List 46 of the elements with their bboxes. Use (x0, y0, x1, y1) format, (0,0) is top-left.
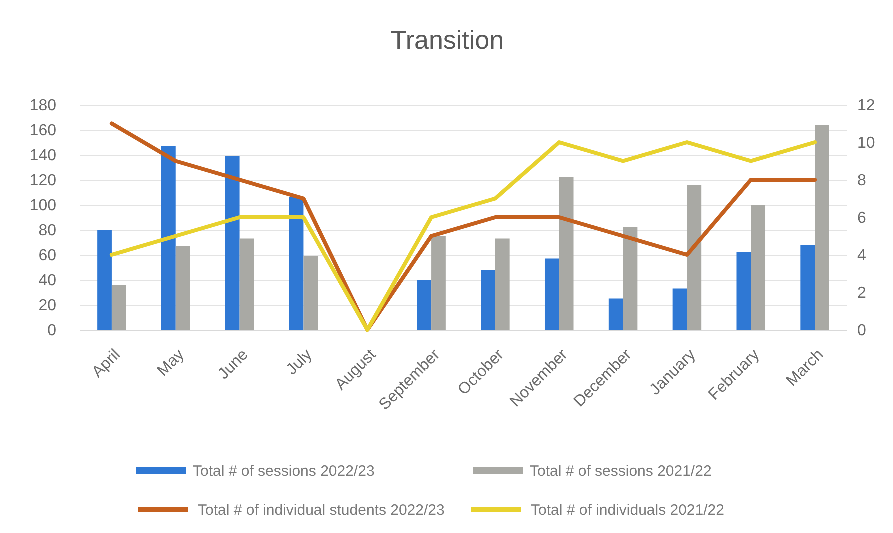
bar (161, 146, 176, 330)
chart-title: Transition (390, 25, 504, 55)
y-tick-label: 0 (48, 322, 57, 340)
y-tick-label: 80 (38, 222, 57, 240)
bar (751, 205, 766, 330)
legend-label: Total # of sessions 2021/22 (530, 463, 712, 480)
y-tick-label: 100 (30, 198, 57, 214)
legend-label: Total # of sessions 2022/23 (193, 463, 375, 480)
bar (176, 246, 190, 330)
bar (112, 285, 126, 330)
bar (432, 236, 446, 330)
legend-label: Total # of individuals 2021/22 (531, 502, 724, 519)
y-tick-label: 180 (30, 98, 57, 114)
bar (608, 298, 624, 330)
y-tick-label: 120 (30, 172, 57, 190)
bar (225, 156, 240, 330)
bar (672, 288, 688, 330)
y-tick-label: 140 (30, 148, 57, 164)
y2-tick-label: 4 (858, 248, 866, 264)
y2-tick-label: 10 (858, 135, 876, 152)
bar (98, 230, 112, 330)
bar (736, 252, 752, 330)
bar (289, 198, 304, 330)
y2-tick-label: 6 (858, 210, 866, 227)
x-tick-label: May (154, 346, 188, 380)
y2-tick-label: 8 (858, 172, 866, 190)
bar (800, 245, 816, 330)
y-tick-label: 60 (38, 248, 57, 264)
y2-tick-label: 2 (858, 285, 866, 302)
bar (495, 238, 510, 330)
legend-label: Total # of individual students 2022/23 (198, 502, 445, 519)
y-tick-label: 20 (38, 298, 57, 314)
bar (544, 258, 560, 330)
y2-tick-label: 0 (858, 322, 866, 340)
y-tick-label: 40 (38, 272, 57, 290)
x-tick-label: July (284, 346, 316, 379)
y-tick-label: 160 (30, 122, 57, 140)
bar (623, 228, 638, 330)
bar (687, 185, 702, 330)
y2-tick-label: 12 (858, 98, 876, 114)
bar (559, 178, 574, 330)
bar (481, 270, 496, 330)
bar (815, 125, 830, 330)
bar (240, 238, 254, 330)
bar (417, 280, 432, 330)
bar (304, 256, 318, 330)
